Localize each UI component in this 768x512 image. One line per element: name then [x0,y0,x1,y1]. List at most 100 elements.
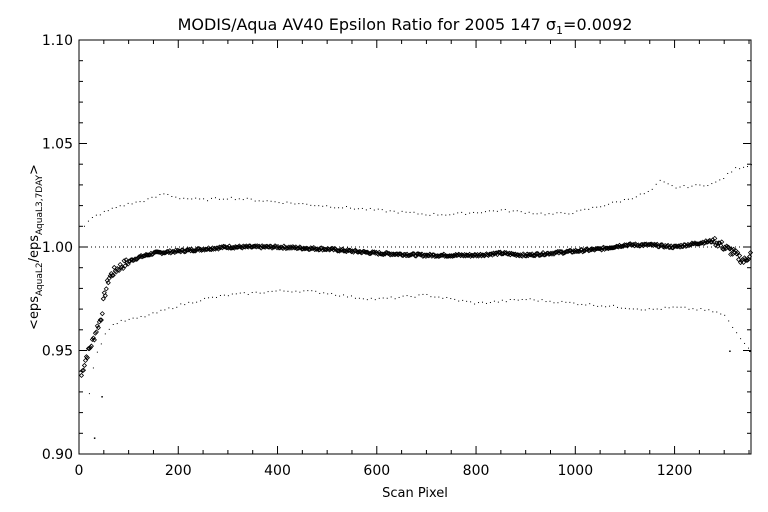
lower-bound-point [466,300,468,302]
upper-bound-point [191,198,193,200]
lower-bound-point [327,293,329,295]
upper-bound-point [349,207,351,209]
lower-bound-point [696,309,698,311]
upper-bound-point [167,193,169,195]
upper-bound-point [540,212,542,214]
mean-point [122,263,128,269]
lower-bound-point [378,297,380,299]
mean-point [116,267,122,273]
upper-bound-point [413,211,415,213]
upper-bound-point [691,185,693,187]
upper-bound-point [723,178,725,180]
upper-bound-point [536,213,538,215]
upper-bound-point [282,203,284,205]
lower-bound-point [323,292,325,294]
lower-bound-point [489,302,491,304]
lower-bound-point [112,324,114,326]
lower-bound-point [533,299,535,301]
lower-bound-point [724,314,726,316]
x-tick-label: 0 [75,463,84,479]
mean-point [541,252,547,258]
upper-bound-point [488,210,490,212]
mean-point [144,252,150,258]
upper-bound-point [421,213,423,215]
mean-point [121,258,127,264]
lower-bound-point [557,302,559,304]
upper-bound-point [143,201,145,203]
mean-point [717,240,723,246]
upper-bound-point [91,217,93,219]
upper-bound-point [290,202,292,204]
mean-point [652,242,658,248]
lower-bound-point [736,332,738,334]
outlier-point [93,437,96,439]
mean-point [314,246,320,252]
lower-bound-point [255,291,257,293]
upper-bound-point [334,207,336,209]
lower-bound-point [315,290,317,292]
outlier-point [101,396,103,398]
upper-bound-point [274,201,276,203]
lower-bound-point [319,292,321,294]
upper-bound-point [627,198,629,200]
mean-point [530,253,536,259]
lower-bound-point [680,306,682,308]
mean-point [401,251,407,257]
lower-bound-point [517,299,519,301]
upper-bound-point [373,209,375,211]
mean-point [608,245,615,251]
lower-bound-point [581,303,583,305]
upper-bound-point [127,202,129,204]
upper-bound-point [532,213,534,215]
upper-bound-point [469,212,471,214]
upper-bound-point [314,205,316,207]
mean-point [694,241,700,247]
upper-bound-point [163,193,165,195]
upper-bound-point [417,213,419,215]
lower-bound-point [184,304,186,306]
mean-point [714,240,720,246]
mean-point [106,275,112,281]
lower-bound-point [299,291,301,293]
upper-bound-point [250,198,252,200]
lower-bound-point [509,298,511,300]
y-tick-label: 1.10 [42,33,73,49]
lower-bound-point [180,303,182,305]
upper-bound-point [107,210,109,212]
upper-bound-point [377,208,379,210]
mean-point [509,251,515,257]
lower-bound-point [597,305,599,307]
mean-point [84,355,91,361]
mean-point [731,246,737,252]
lower-bound-point [521,298,523,300]
upper-bound-point [218,198,220,200]
mean-point [172,249,178,256]
mean-point [674,244,680,250]
lower-bound-point [358,297,360,299]
axis-ticks: 0 200 400 600 800 1000 1200 0.90 0.95 1.00 1.05 1.1… [42,33,751,479]
upper-bound-point [195,197,197,199]
upper-bound-point [330,206,332,208]
upper-bound-point [445,214,447,216]
lower-bound-point [386,297,388,299]
lower-bound-point [605,306,607,308]
upper-bound-point [270,200,272,202]
upper-bound-point [357,208,359,210]
lower-bound-point [219,294,221,296]
mean-point [160,250,166,256]
upper-bound-point [727,172,729,174]
upper-bound-point [226,198,228,200]
lower-bound-point [553,302,555,304]
mean-point [97,317,103,323]
lower-bound-point [573,302,575,304]
x-tick-label: 1200 [657,463,693,479]
upper-bound-point [528,211,530,213]
upper-bound-point [353,208,355,210]
lower-bound-point [414,296,416,298]
lower-bound-point [362,298,364,300]
upper-bound-point [548,213,550,215]
upper-bound-point [306,203,308,205]
mean-point [110,272,116,278]
lower-bound-point [204,297,206,299]
upper-bound-point [294,203,296,205]
